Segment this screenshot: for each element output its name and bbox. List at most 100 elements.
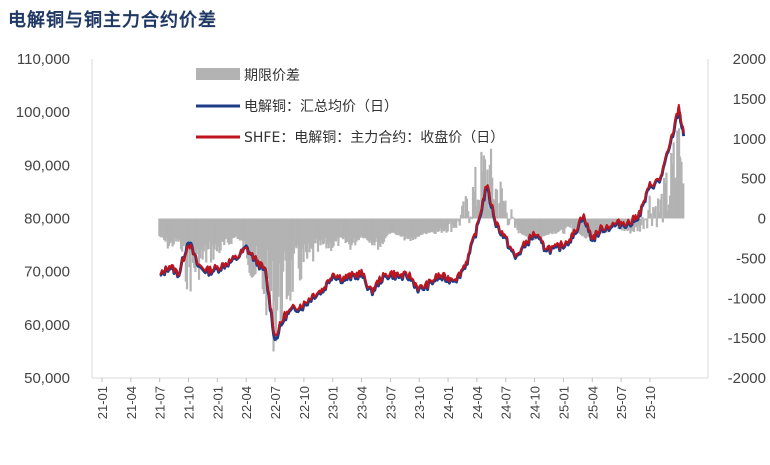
spread-bar	[211, 218, 214, 246]
spread-bar	[445, 218, 448, 233]
spread-bar	[682, 183, 685, 219]
spread-bar	[667, 204, 670, 219]
spread-bar	[387, 218, 390, 233]
spread-bar	[509, 218, 512, 220]
spread-bar	[280, 218, 284, 327]
spread-bar	[339, 218, 342, 238]
spread-bar	[230, 218, 233, 245]
spread-bar	[475, 206, 478, 219]
spread-bar	[338, 218, 341, 238]
x-tick-label: 21-07	[153, 386, 168, 419]
spread-bar	[181, 218, 184, 252]
spread-bar	[453, 218, 457, 227]
spread-bar	[422, 218, 425, 234]
spread-bar	[193, 218, 196, 268]
spread-bar	[214, 218, 217, 245]
spread-bar	[456, 218, 459, 220]
spread-bar	[421, 218, 424, 235]
spread-bar	[236, 218, 239, 240]
spread-bar	[523, 218, 526, 236]
spread-bar	[307, 218, 310, 244]
spread-bar	[200, 218, 203, 250]
spread-bar	[531, 218, 535, 237]
spread-bar	[169, 218, 172, 244]
spread-bar	[166, 218, 169, 249]
spread-bar	[396, 218, 399, 235]
spread-bar	[510, 209, 513, 219]
spread-bar	[530, 218, 533, 240]
spread-bar	[292, 218, 296, 254]
x-tick-label: 24-04	[470, 386, 485, 419]
spread-bar	[225, 218, 228, 239]
spread-bar	[519, 218, 523, 234]
spread-bar	[364, 218, 368, 239]
spread-bar	[413, 218, 416, 238]
spread-bar	[304, 218, 308, 253]
spread-bar	[473, 191, 476, 219]
spread-bar	[415, 218, 418, 238]
spread-bar	[301, 218, 304, 249]
spread-bar	[199, 218, 202, 259]
spread-bar	[158, 218, 161, 237]
spread-bar	[403, 218, 406, 241]
spread-bar	[624, 218, 627, 229]
spread-bars	[158, 128, 685, 352]
spread-bar	[596, 218, 600, 235]
spread-bar	[183, 218, 186, 244]
spread-bar	[545, 218, 548, 235]
spread-bar	[550, 218, 553, 233]
spread-bar	[350, 218, 353, 246]
spread-bar	[661, 218, 664, 223]
spread-bar	[580, 218, 583, 235]
spread-bar	[527, 218, 530, 240]
spread-bar	[357, 218, 360, 241]
spread-bar	[226, 218, 229, 243]
spread-bar	[517, 218, 520, 234]
x-tick-label: 21-10	[182, 386, 197, 419]
spread-bar	[368, 218, 371, 243]
spread-bar	[285, 218, 288, 300]
spread-bar	[401, 218, 404, 237]
spread-bar	[237, 218, 240, 240]
x-tick-label: 23-07	[383, 386, 398, 419]
spread-bar	[563, 218, 566, 234]
spread-bar	[668, 195, 672, 219]
spread-bar	[247, 218, 250, 265]
spread-bar	[397, 218, 400, 236]
spread-bar	[477, 200, 481, 219]
spread-bar	[270, 218, 273, 292]
spread-bar	[349, 218, 352, 250]
spread-bar	[367, 218, 370, 242]
spread-bar	[463, 216, 466, 219]
spread-bar	[432, 218, 435, 233]
spread-bar	[382, 218, 386, 242]
spread-bar	[525, 218, 529, 237]
spread-bar	[259, 218, 262, 259]
spread-bar	[231, 218, 234, 239]
spread-bar	[297, 218, 300, 269]
spread-bar	[441, 218, 445, 231]
spread-bar	[569, 218, 572, 228]
spread-bar	[265, 218, 268, 316]
spread-bar	[229, 218, 232, 243]
spread-bar	[380, 218, 383, 242]
spread-bar	[218, 218, 221, 254]
spread-bar	[640, 218, 643, 226]
spread-bar	[294, 218, 297, 247]
spread-bar	[516, 218, 519, 230]
spread-bar	[643, 218, 646, 220]
spread-bar	[185, 218, 189, 290]
spread-bar	[314, 218, 317, 244]
spread-bar	[528, 218, 531, 240]
spread-bar	[346, 218, 350, 242]
spread-bar	[470, 218, 473, 220]
spread-bar	[274, 218, 278, 342]
spread-bar	[499, 181, 502, 219]
spread-bar	[195, 218, 198, 255]
spread-bar	[429, 218, 433, 233]
spread-bar	[575, 218, 578, 234]
spread-bar	[414, 218, 417, 240]
spread-bar	[595, 218, 598, 237]
spread-bar	[163, 218, 166, 240]
spread-bar	[507, 218, 511, 225]
